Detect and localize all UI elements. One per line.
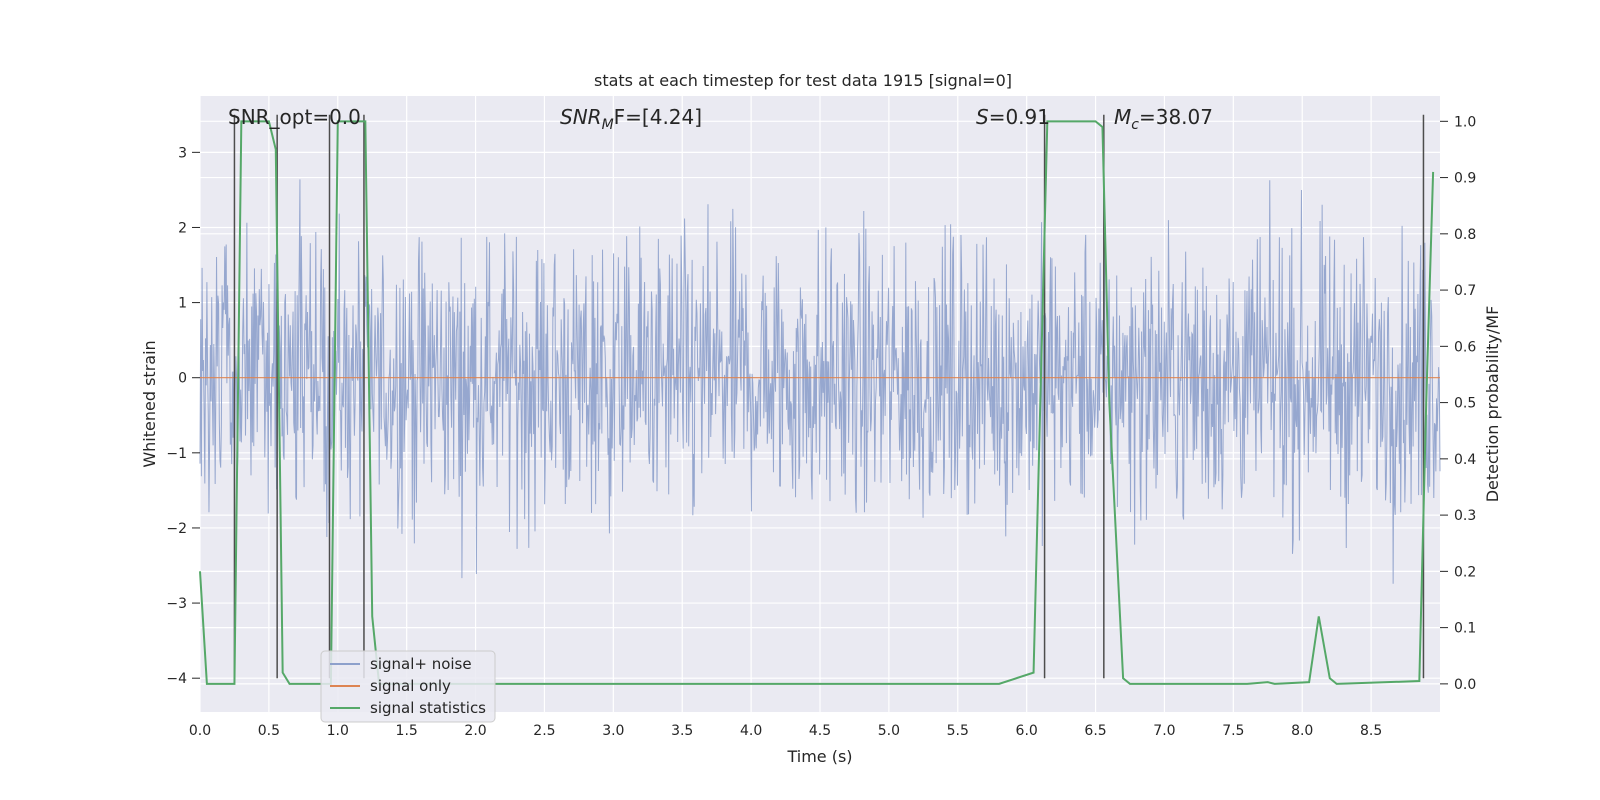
y-right-tick-label: 0.1 xyxy=(1454,621,1476,637)
annotation-snr-mf-tail: F=[4.24] xyxy=(614,105,702,129)
y-tick-label: 1 xyxy=(178,296,187,312)
y-right-tick-label: 1.0 xyxy=(1454,114,1476,130)
annotation-snr-mf: SNRMF=[4.24] xyxy=(560,105,702,133)
y-tick-label: 0 xyxy=(178,371,187,387)
x-tick-label: 8.5 xyxy=(1360,723,1382,739)
y-right-tick-label: 0.0 xyxy=(1454,677,1476,693)
y-right-tick-label: 0.8 xyxy=(1454,227,1476,243)
x-tick-label: 4.0 xyxy=(740,723,762,739)
x-tick-label: 1.5 xyxy=(396,723,418,739)
x-axis-label: Time (s) xyxy=(786,747,852,766)
annotations: SNR_opt=0.0 SNRMF=[4.24] S=0.91 Mc=38.07 xyxy=(228,105,1213,133)
x-tick-label: 8.0 xyxy=(1291,723,1313,739)
x-tick-label: 2.5 xyxy=(533,723,555,739)
signal-noise-series xyxy=(199,179,1441,584)
signal-noise-line xyxy=(199,179,1441,584)
x-tick-label: 6.0 xyxy=(1016,723,1038,739)
annotation-mc-label: M xyxy=(1114,105,1131,129)
annotation-s-label: S xyxy=(976,105,989,129)
y-tick-label: −2 xyxy=(166,521,187,537)
y-right-tick-label: 0.2 xyxy=(1454,564,1476,580)
y-tick-label: −4 xyxy=(166,671,187,687)
annotation-snr-opt: SNR_opt=0.0 xyxy=(228,105,361,129)
legend-frame xyxy=(320,650,496,723)
y-right-axis-label: Detection probability/MF xyxy=(1483,306,1502,503)
x-tick-label: 5.5 xyxy=(947,723,969,739)
x-tick-label: 3.5 xyxy=(671,723,693,739)
vertical-markers xyxy=(233,114,1425,679)
x-ticks: 0.0 0.5 1.0 1.5 2.0 2.5 3.0 3.5 4.0 4.5 5.0 5.5 6.0 6… xyxy=(189,723,1382,739)
signal-statistics-line xyxy=(199,120,1435,685)
annotation-mc-value: =38.07 xyxy=(1139,105,1213,129)
chart-title: stats at each timestep for test data 191… xyxy=(594,71,1012,90)
annotation-snr-mf-base: SNR xyxy=(560,105,602,129)
x-tick-label: 2.0 xyxy=(464,723,486,739)
y-tick-label: −1 xyxy=(166,446,187,462)
y-right-tick-label: 0.5 xyxy=(1454,396,1476,412)
annotation-s-value: =0.91 xyxy=(989,105,1050,129)
legend-label: signal statistics xyxy=(370,699,486,717)
x-tick-label: 0.0 xyxy=(189,723,211,739)
annotation-mc: Mc=38.07 xyxy=(1114,105,1213,133)
y-axis-label: Whitened strain xyxy=(140,340,159,467)
y-ticks: −4 −3 −2 −1 0 1 2 3 xyxy=(166,145,200,687)
annotation-snr-mf-sub: M xyxy=(602,117,614,133)
x-tick-label: 6.5 xyxy=(1084,723,1106,739)
x-tick-label: 0.5 xyxy=(258,723,280,739)
x-tick-label: 5.0 xyxy=(878,723,900,739)
y-tick-label: 2 xyxy=(178,220,187,236)
y-right-ticks: 0.0 0.1 0.2 0.3 0.4 0.5 0.6 0.7 0.8 0.9 1.0 xyxy=(1440,114,1476,693)
y-right-tick-label: 0.6 xyxy=(1454,339,1476,355)
x-tick-label: 3.0 xyxy=(602,723,624,739)
x-tick-label: 7.5 xyxy=(1222,723,1244,739)
y-right-tick-label: 0.7 xyxy=(1454,283,1476,299)
x-tick-label: 4.5 xyxy=(809,723,831,739)
legend: signal+ noise signal only signal statistic… xyxy=(320,650,496,723)
annotation-mc-sub: c xyxy=(1131,117,1139,133)
y-tick-label: 3 xyxy=(178,145,187,161)
legend-label: signal only xyxy=(370,677,451,695)
y-right-tick-label: 0.3 xyxy=(1454,508,1476,524)
y-right-tick-label: 0.9 xyxy=(1454,171,1476,187)
y-tick-label: −3 xyxy=(166,596,187,612)
annotation-s: S=0.91 xyxy=(976,105,1050,129)
x-tick-label: 1.0 xyxy=(327,723,349,739)
signal-statistics-series xyxy=(199,120,1435,685)
y-right-tick-label: 0.4 xyxy=(1454,452,1476,468)
legend-label: signal+ noise xyxy=(370,655,472,673)
x-tick-label: 7.0 xyxy=(1153,723,1175,739)
